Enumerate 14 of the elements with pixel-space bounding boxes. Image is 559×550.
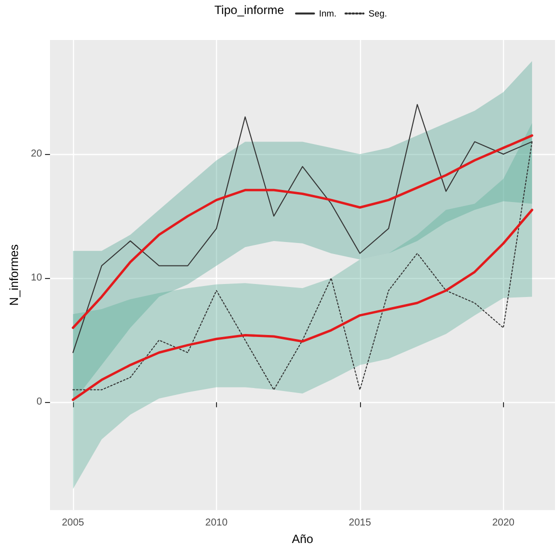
x-tick-label: 2015 — [348, 518, 372, 529]
line-series — [72, 134, 534, 329]
y-axis-title: N_informes — [7, 244, 21, 306]
line-series — [72, 208, 534, 401]
x-tick-label: 2020 — [492, 518, 515, 529]
x-tick-label: 2010 — [205, 518, 228, 529]
legend-label: Inm. — [319, 8, 337, 18]
legend-title: Tipo_informe — [214, 3, 284, 17]
y-tick-label: 20 — [30, 148, 42, 160]
x-axis-title: Año — [292, 532, 314, 546]
y-tick-label: 10 — [30, 272, 42, 284]
x-tick-label: 2005 — [62, 518, 85, 529]
y-tick-label: 0 — [36, 396, 42, 408]
legend-label: Seg. — [368, 8, 388, 18]
